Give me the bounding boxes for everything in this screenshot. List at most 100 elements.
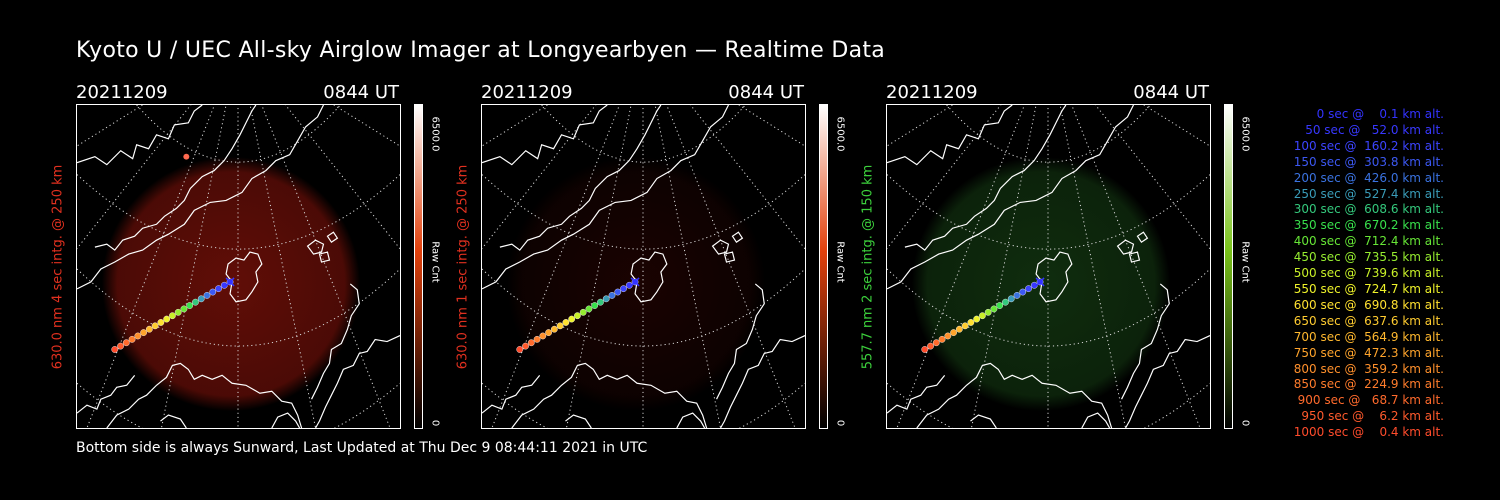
coastline bbox=[716, 283, 765, 400]
trajectory-point bbox=[145, 325, 153, 333]
map-svg bbox=[887, 105, 1210, 428]
launch-site-marker bbox=[630, 277, 640, 287]
panel-wavelength-label: 630.0 nm 1 sec intg. @ 250 km bbox=[453, 104, 473, 429]
map-svg bbox=[482, 105, 805, 428]
legend-entry: 550 sec @ 724.7 km alt. bbox=[1289, 281, 1444, 296]
color-bar-max-label: 6500.0 bbox=[428, 104, 442, 164]
graticule-line bbox=[1071, 105, 1201, 428]
coastline bbox=[160, 414, 187, 428]
coastline bbox=[77, 374, 136, 414]
trajectory-point bbox=[562, 319, 570, 326]
trajectory-point bbox=[944, 332, 952, 340]
coastline bbox=[887, 105, 1013, 166]
trajectory-point bbox=[117, 342, 124, 350]
legend-entry: 650 sec @ 637.6 km alt. bbox=[1289, 313, 1444, 328]
color-bar-unit-label: Raw Cnt bbox=[428, 232, 442, 292]
color-bar-min-label: 0 bbox=[833, 417, 847, 429]
legend-entry: 250 sec @ 527.4 km alt. bbox=[1289, 186, 1444, 201]
trajectory-point bbox=[215, 285, 222, 293]
trajectory-point bbox=[602, 295, 610, 303]
coastline bbox=[482, 374, 541, 414]
panel-date: 20211209 bbox=[886, 82, 978, 103]
coastline bbox=[94, 105, 257, 251]
graticule-line bbox=[887, 382, 1210, 428]
bright-spot bbox=[183, 153, 190, 160]
trajectory-point bbox=[574, 312, 581, 320]
trajectory-point bbox=[151, 322, 159, 330]
legend-entry: 150 sec @ 303.8 km alt. bbox=[1289, 154, 1444, 169]
coastline bbox=[720, 335, 805, 428]
legend-entry: 100 sec @ 160.2 km alt. bbox=[1289, 138, 1444, 153]
panel-wavelength-text: 557.7 nm 2 sec intg. @ 150 km bbox=[860, 164, 876, 369]
trajectory-point bbox=[996, 302, 1004, 309]
color-bar-max-label-text: 6500.0 bbox=[834, 116, 846, 152]
legend-entry: 1000 sec @ 0.4 km alt. bbox=[1293, 425, 1444, 440]
color-bar bbox=[819, 104, 828, 429]
color-bar-max-label-text: 6500.0 bbox=[1239, 116, 1251, 152]
graticule-line bbox=[261, 105, 391, 428]
color-bar-max-label: 6500.0 bbox=[833, 104, 847, 164]
coastline bbox=[1081, 412, 1111, 428]
trajectory-point bbox=[950, 329, 957, 336]
panel-date: 20211209 bbox=[481, 82, 573, 103]
legend-entry: 700 sec @ 564.9 km alt. bbox=[1289, 329, 1444, 344]
sky-panel-2: 20211209 0844 UT 630.0 nm 1 sec intg. @ 25… bbox=[456, 82, 921, 432]
coastline bbox=[499, 105, 662, 251]
panel-time: 0844 UT bbox=[1133, 82, 1209, 103]
trajectory-point bbox=[597, 298, 604, 306]
coastline bbox=[106, 362, 303, 428]
all-sky-map bbox=[76, 104, 401, 429]
trajectory-point bbox=[209, 288, 217, 296]
coastline bbox=[904, 105, 1067, 251]
trajectory-point bbox=[186, 302, 194, 309]
trajectory-point bbox=[984, 308, 992, 316]
graticule-line bbox=[1142, 105, 1210, 147]
trajectory-point bbox=[192, 298, 199, 306]
graticule-line bbox=[77, 382, 400, 428]
legend-entry: 750 sec @ 472.3 km alt. bbox=[1289, 345, 1444, 360]
coastline bbox=[1136, 231, 1149, 243]
legend-entry: 850 sec @ 224.9 km alt. bbox=[1289, 377, 1444, 392]
trajectory-point bbox=[111, 346, 119, 353]
legend-entry: 950 sec @ 6.2 km alt. bbox=[1297, 409, 1444, 424]
color-bar bbox=[414, 104, 423, 429]
coastline bbox=[887, 374, 946, 414]
legend-entry: 900 sec @ 68.7 km alt. bbox=[1293, 393, 1444, 408]
trajectory-point bbox=[1007, 295, 1015, 303]
trajectory-point bbox=[1013, 292, 1021, 299]
coastline bbox=[225, 251, 263, 303]
trajectory-point bbox=[938, 335, 946, 343]
coastline bbox=[731, 231, 744, 243]
legend-entry: 400 sec @ 712.4 km alt. bbox=[1289, 234, 1444, 249]
panel-wavelength-label: 630.0 nm 4 sec intg. @ 250 km bbox=[48, 104, 68, 429]
trajectory-point bbox=[927, 342, 934, 350]
color-bar-max-label-text: 6500.0 bbox=[429, 116, 441, 152]
coastline bbox=[318, 251, 331, 263]
trajectory-point bbox=[608, 292, 616, 299]
page-title: Kyoto U / UEC All-sky Airglow Imager at … bbox=[76, 38, 886, 63]
legend-entry: 300 sec @ 608.6 km alt. bbox=[1289, 202, 1444, 217]
color-bar-min-label-text: 0 bbox=[834, 419, 846, 427]
coastline bbox=[1035, 251, 1073, 303]
trajectory-point bbox=[128, 335, 136, 343]
trajectory-point bbox=[579, 308, 587, 316]
coastline bbox=[676, 412, 706, 428]
trajectory-point bbox=[585, 305, 593, 313]
trajectory-point bbox=[990, 305, 998, 313]
graticule-line bbox=[332, 105, 400, 147]
coastline bbox=[271, 412, 301, 428]
coastline bbox=[565, 414, 592, 428]
trajectory-point bbox=[591, 302, 599, 309]
panel-time: 0844 UT bbox=[728, 82, 804, 103]
all-sky-map bbox=[886, 104, 1211, 429]
color-bar-unit-label-text: Raw Cnt bbox=[1239, 241, 1251, 283]
color-bar-unit-label-text: Raw Cnt bbox=[834, 241, 846, 283]
trajectory-point bbox=[973, 315, 981, 323]
color-bar-min-label-text: 0 bbox=[429, 419, 441, 427]
coastline bbox=[77, 105, 325, 290]
coastline bbox=[970, 414, 997, 428]
altitude-legend: 0 sec @ 0.1 km alt. 50 sec @ 52.0 km alt… bbox=[1268, 107, 1444, 441]
trajectory-point bbox=[1025, 285, 1032, 293]
graticule-line bbox=[737, 105, 805, 147]
coastline bbox=[306, 239, 325, 255]
